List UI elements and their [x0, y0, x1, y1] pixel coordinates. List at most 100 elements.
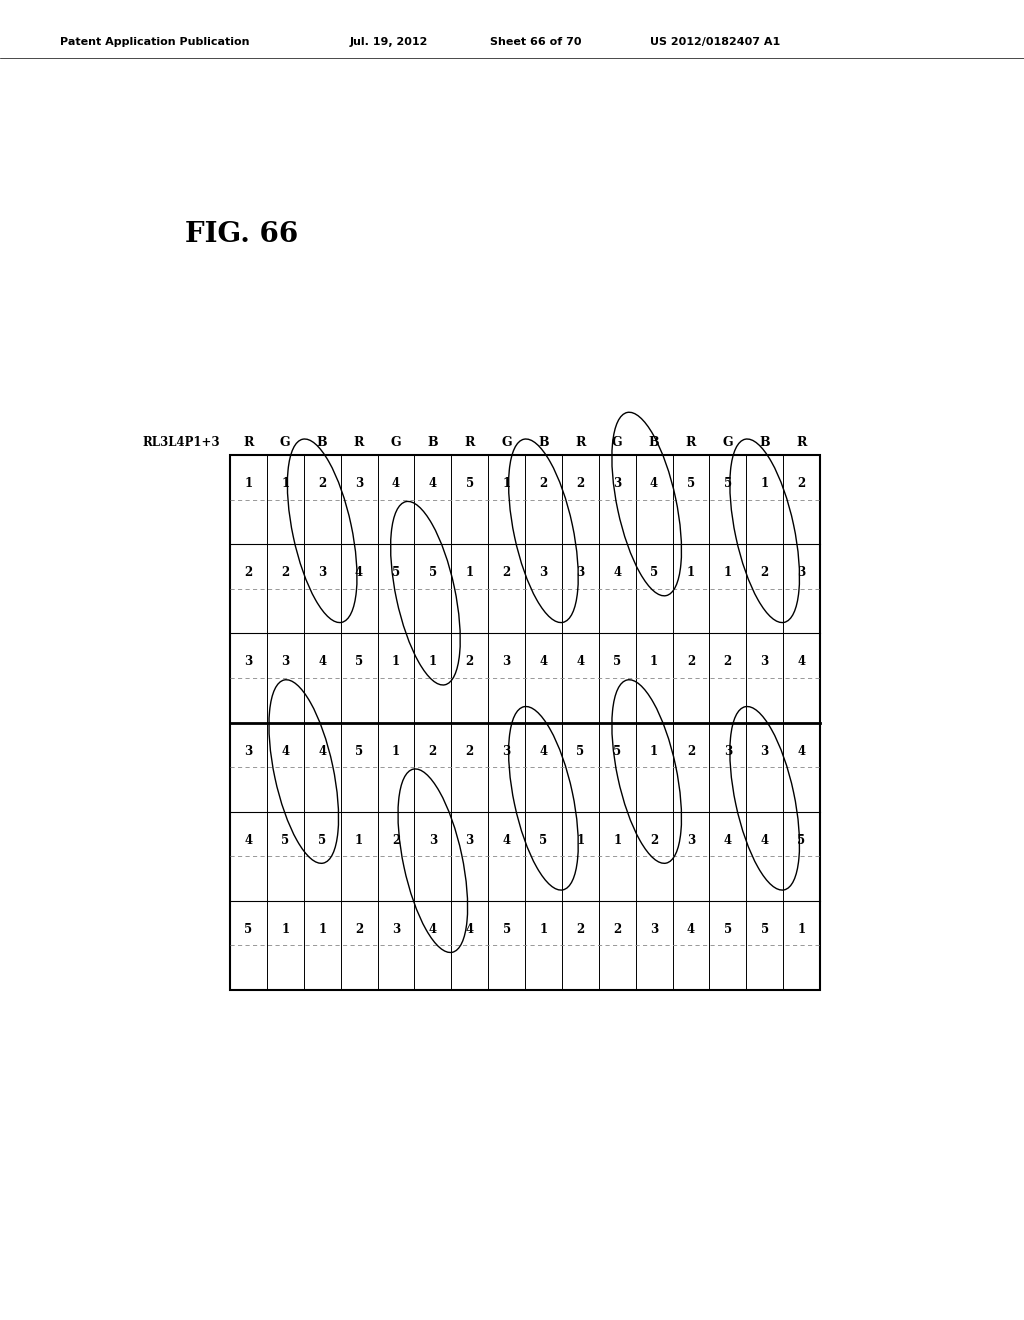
Text: R: R — [244, 437, 254, 450]
Text: 3: 3 — [355, 477, 364, 490]
Text: Jul. 19, 2012: Jul. 19, 2012 — [350, 37, 428, 48]
Text: 2: 2 — [540, 477, 548, 490]
Text: R: R — [797, 437, 807, 450]
Text: 5: 5 — [466, 477, 474, 490]
Text: Patent Application Publication: Patent Application Publication — [60, 37, 250, 48]
Text: 2: 2 — [577, 477, 585, 490]
Text: 1: 1 — [798, 923, 806, 936]
Text: 1: 1 — [577, 834, 585, 846]
Text: 1: 1 — [724, 566, 732, 579]
Text: 5: 5 — [282, 834, 290, 846]
Text: 5: 5 — [761, 923, 769, 936]
Text: 2: 2 — [650, 834, 658, 846]
Text: 1: 1 — [392, 744, 400, 758]
Text: R: R — [686, 437, 696, 450]
Text: 5: 5 — [355, 744, 364, 758]
Text: 1: 1 — [540, 923, 548, 936]
Text: 5: 5 — [245, 923, 253, 936]
Text: US 2012/0182407 A1: US 2012/0182407 A1 — [650, 37, 780, 48]
Text: 3: 3 — [613, 477, 622, 490]
Text: 2: 2 — [613, 923, 622, 936]
Text: 2: 2 — [577, 923, 585, 936]
Text: R: R — [575, 437, 586, 450]
Text: B: B — [649, 437, 659, 450]
Text: R: R — [465, 437, 475, 450]
Text: 3: 3 — [318, 566, 327, 579]
Text: 5: 5 — [687, 477, 695, 490]
Text: 3: 3 — [429, 834, 437, 846]
Text: 4: 4 — [687, 923, 695, 936]
Text: G: G — [390, 437, 401, 450]
Text: 4: 4 — [798, 744, 806, 758]
Text: 4: 4 — [613, 566, 622, 579]
Text: 2: 2 — [318, 477, 327, 490]
Text: 4: 4 — [540, 744, 548, 758]
Text: 2: 2 — [245, 566, 253, 579]
Text: 3: 3 — [798, 566, 806, 579]
Text: 4: 4 — [798, 655, 806, 668]
Text: 1: 1 — [687, 566, 695, 579]
Text: 3: 3 — [245, 744, 253, 758]
Text: 1: 1 — [245, 477, 253, 490]
Text: 5: 5 — [724, 477, 732, 490]
Text: 1: 1 — [282, 477, 290, 490]
Text: 3: 3 — [761, 655, 769, 668]
Text: 5: 5 — [429, 566, 437, 579]
Text: FIG. 66: FIG. 66 — [185, 222, 298, 248]
Text: 5: 5 — [724, 923, 732, 936]
Text: 4: 4 — [466, 923, 474, 936]
Text: B: B — [427, 437, 438, 450]
Text: 1: 1 — [613, 834, 622, 846]
Text: Sheet 66 of 70: Sheet 66 of 70 — [490, 37, 582, 48]
Text: B: B — [539, 437, 549, 450]
Text: 4: 4 — [282, 744, 290, 758]
Text: 3: 3 — [650, 923, 658, 936]
Text: B: B — [316, 437, 328, 450]
Text: 3: 3 — [503, 744, 511, 758]
Text: 4: 4 — [355, 566, 364, 579]
Bar — [230, 455, 820, 990]
Text: 5: 5 — [540, 834, 548, 846]
Text: 2: 2 — [761, 566, 769, 579]
Text: 1: 1 — [503, 477, 511, 490]
Text: 3: 3 — [392, 923, 400, 936]
Text: 5: 5 — [613, 655, 622, 668]
Text: G: G — [502, 437, 512, 450]
Text: 4: 4 — [318, 744, 327, 758]
Text: 1: 1 — [318, 923, 327, 936]
Text: 4: 4 — [318, 655, 327, 668]
Text: 2: 2 — [503, 566, 511, 579]
Text: 5: 5 — [613, 744, 622, 758]
Text: 1: 1 — [466, 566, 474, 579]
Text: 3: 3 — [282, 655, 290, 668]
Text: 3: 3 — [540, 566, 548, 579]
Text: 5: 5 — [355, 655, 364, 668]
Text: 4: 4 — [503, 834, 511, 846]
Text: G: G — [723, 437, 733, 450]
Text: 3: 3 — [687, 834, 695, 846]
Text: 4: 4 — [429, 923, 437, 936]
Text: 2: 2 — [687, 744, 695, 758]
Text: 5: 5 — [318, 834, 327, 846]
Text: 1: 1 — [392, 655, 400, 668]
Text: 2: 2 — [798, 477, 806, 490]
Text: 2: 2 — [282, 566, 290, 579]
Text: G: G — [612, 437, 623, 450]
Text: 5: 5 — [577, 744, 585, 758]
Text: 5: 5 — [798, 834, 806, 846]
Text: RL3L4P1+3: RL3L4P1+3 — [142, 437, 220, 450]
Text: 3: 3 — [577, 566, 585, 579]
Text: 3: 3 — [466, 834, 474, 846]
Text: 2: 2 — [466, 655, 474, 668]
Text: 1: 1 — [650, 655, 658, 668]
Text: 2: 2 — [724, 655, 732, 668]
Text: 5: 5 — [503, 923, 511, 936]
Text: 3: 3 — [245, 655, 253, 668]
Text: 4: 4 — [577, 655, 585, 668]
Text: 2: 2 — [687, 655, 695, 668]
Text: 4: 4 — [429, 477, 437, 490]
Text: 4: 4 — [245, 834, 253, 846]
Text: 3: 3 — [761, 744, 769, 758]
Text: 4: 4 — [392, 477, 400, 490]
Text: 1: 1 — [761, 477, 769, 490]
